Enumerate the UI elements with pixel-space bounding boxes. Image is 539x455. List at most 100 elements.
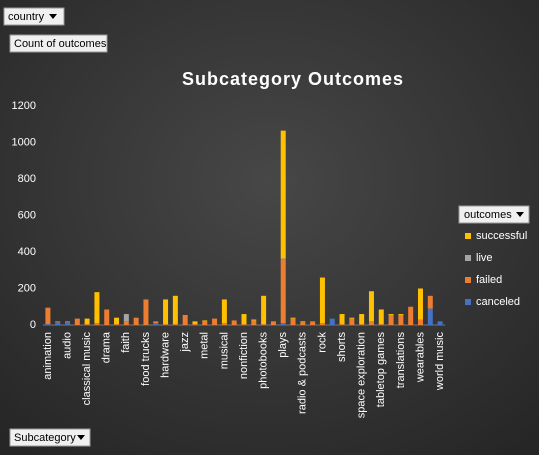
bar-segment	[192, 324, 198, 325]
bar-segment	[319, 277, 325, 324]
dropdown-arrow[interactable]	[516, 212, 524, 217]
bar-segment	[408, 306, 414, 325]
bar-segment	[359, 314, 365, 325]
bar-segment	[368, 321, 374, 325]
legend-swatch	[465, 255, 471, 261]
bar-segment	[388, 314, 394, 325]
bar-segment	[339, 324, 345, 325]
x-tick-label: world music	[434, 332, 446, 392]
bar-segment	[280, 130, 286, 259]
x-tick-label: shorts	[336, 332, 348, 362]
bar-segment	[65, 322, 71, 325]
bar-segment	[251, 320, 257, 325]
bar-segment	[241, 324, 247, 325]
bar-segment	[65, 321, 71, 323]
bar-segment	[349, 317, 355, 319]
value-label[interactable]: Count of outcomes	[14, 38, 107, 50]
legend-label: successful	[476, 230, 527, 242]
bar-segment	[153, 323, 159, 325]
bar-segment	[300, 321, 306, 323]
bar-segment	[94, 323, 100, 325]
bar-segment	[123, 321, 129, 325]
bar-segment	[261, 295, 267, 325]
bar-segment	[437, 321, 443, 325]
value-field[interactable]: Count of outcomes	[9, 34, 108, 53]
bar-segment	[163, 324, 169, 325]
bar-segment	[339, 314, 345, 325]
bar-segment	[202, 320, 208, 322]
button-box[interactable]	[3, 7, 65, 26]
bar-segment	[192, 321, 198, 325]
bar-segment	[290, 318, 296, 325]
button-box[interactable]	[9, 34, 108, 53]
x-tick-label: tabletop games	[375, 332, 387, 408]
x-tick-label: nonfiction	[238, 332, 250, 379]
x-tick-label: faith	[120, 332, 132, 353]
bar-segment	[172, 324, 178, 325]
y-tick-label: 0	[30, 319, 36, 331]
x-tick-label: jazz	[179, 332, 191, 353]
bar-segment	[261, 324, 267, 325]
bar-segment	[55, 322, 61, 325]
filter-button[interactable]: country	[3, 7, 65, 26]
bar-segment	[398, 314, 404, 325]
y-tick-label: 1000	[12, 136, 36, 148]
axis-field-label[interactable]: Subcategory	[14, 432, 76, 444]
chart-title: Subcategory Outcomes	[182, 69, 404, 89]
x-tick-label: wearables	[414, 332, 426, 384]
y-tick-label: 400	[18, 246, 36, 258]
bar-segment	[310, 321, 316, 325]
legend-swatch	[465, 299, 471, 305]
bar-segment	[388, 314, 394, 315]
y-tick-label: 800	[18, 173, 36, 185]
bar-segment	[133, 317, 139, 325]
legend-swatch	[465, 233, 471, 239]
legend-title[interactable]: outcomes	[464, 209, 512, 221]
bar-segment	[290, 317, 296, 319]
bar-segment	[368, 291, 374, 322]
bar-segment	[153, 321, 159, 324]
x-tick-label: plays	[277, 332, 289, 358]
bar-segment	[319, 323, 325, 325]
axis-field-button[interactable]: Subcategory	[9, 428, 91, 447]
bar-segment	[349, 318, 355, 325]
x-tick-label: radio & podcasts	[297, 332, 309, 414]
bar-segment	[398, 314, 404, 315]
legend-label: canceled	[476, 296, 520, 308]
bar-segment	[231, 320, 237, 325]
bar-segment	[378, 324, 384, 325]
bar-segment	[251, 319, 257, 321]
bar-segment	[280, 259, 286, 324]
bar-segment	[114, 317, 120, 325]
x-tick-label: translations	[395, 332, 407, 389]
bar-segment	[74, 318, 80, 325]
y-tick-label: 600	[18, 209, 36, 221]
bar-segment	[221, 299, 227, 324]
x-tick-label: musical	[218, 332, 230, 369]
legend-button[interactable]: outcomes	[458, 205, 530, 224]
dropdown-arrow[interactable]	[77, 435, 85, 440]
bar-segment	[212, 318, 218, 325]
bar-segment	[329, 318, 335, 325]
button-box[interactable]	[458, 205, 530, 224]
bar-segment	[417, 319, 423, 325]
bar-segment	[163, 299, 169, 325]
bar-segment	[241, 314, 247, 325]
x-tick-label: animation	[42, 332, 54, 380]
x-tick-label: rock	[316, 332, 328, 353]
bar-segment	[45, 324, 51, 325]
legend-label: failed	[476, 274, 502, 286]
y-tick-label: 200	[18, 282, 36, 294]
x-tick-label: classical music	[81, 332, 93, 406]
bar-segment	[123, 314, 129, 322]
bar-segment	[280, 323, 286, 325]
legend-swatch	[465, 277, 471, 283]
button-box[interactable]	[9, 428, 91, 447]
dropdown-arrow[interactable]	[49, 14, 57, 19]
filter-label[interactable]: country	[8, 11, 45, 23]
legend-label: live	[476, 252, 493, 264]
y-tick-label: 1200	[12, 100, 36, 112]
bar-segment	[378, 309, 384, 325]
